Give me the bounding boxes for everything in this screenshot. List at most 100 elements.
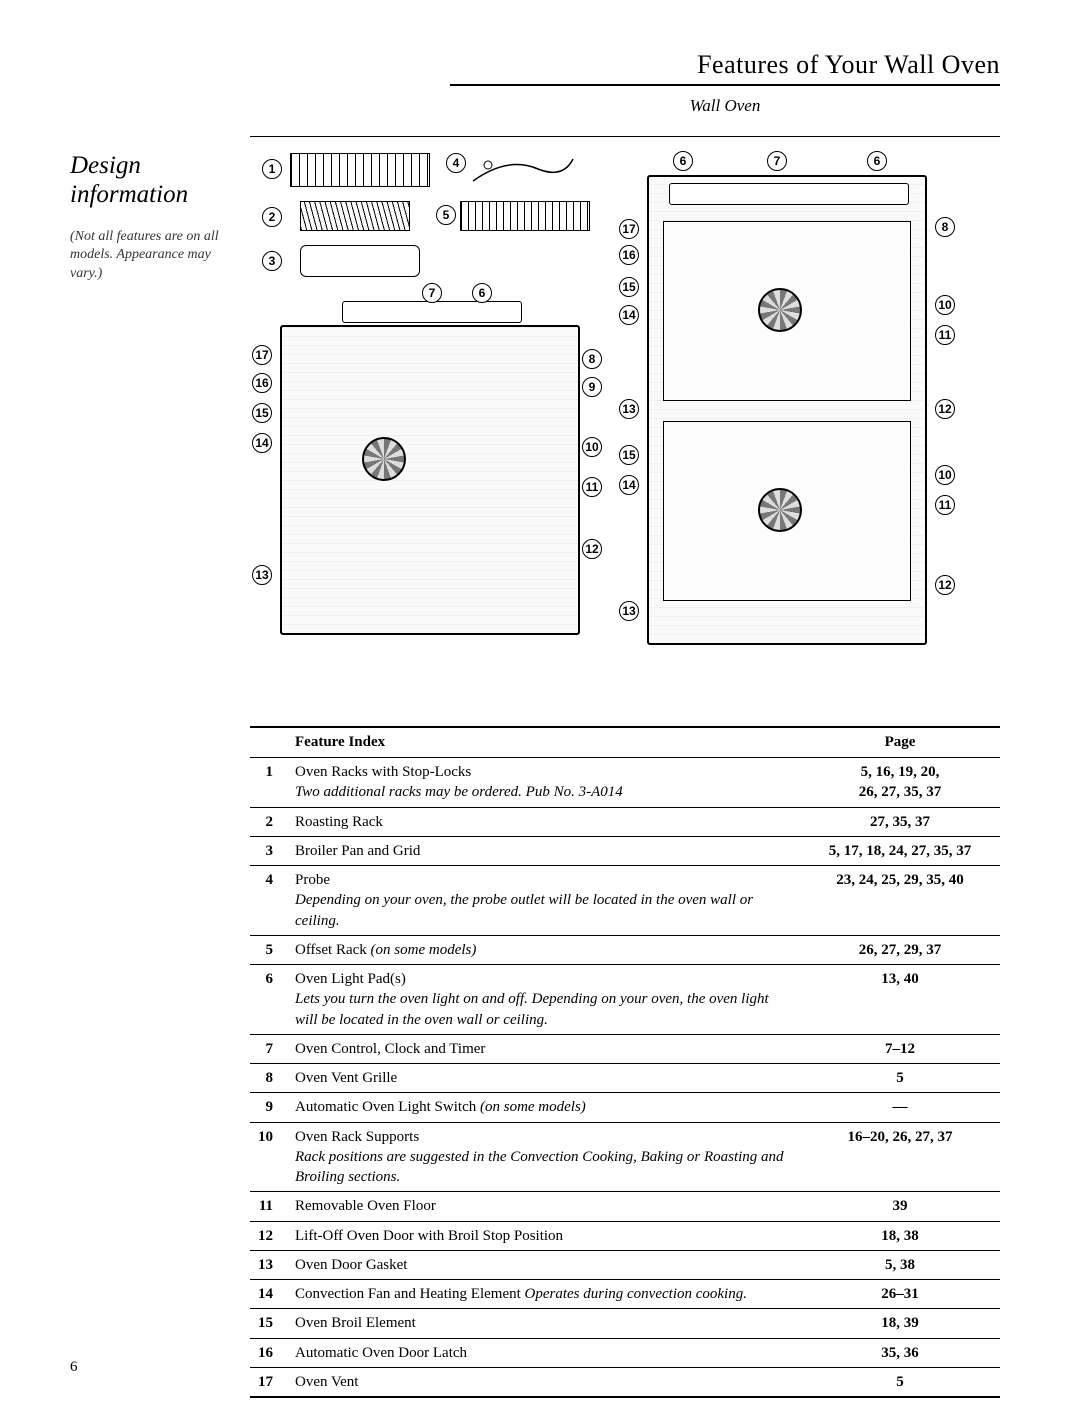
feature-number: 4 — [250, 866, 287, 936]
table-row: 7Oven Control, Clock and Timer7–12 — [250, 1034, 1000, 1063]
offset-rack-illustration — [460, 201, 590, 231]
feature-description: Probe Depending on your oven, the probe … — [287, 866, 800, 936]
feature-number: 6 — [250, 965, 287, 1035]
feature-description: Oven Racks with Stop-Locks Two additiona… — [287, 758, 800, 808]
feature-description: Removable Oven Floor — [287, 1192, 800, 1221]
callout-6: 6 — [867, 151, 887, 171]
feature-number: 16 — [250, 1338, 287, 1367]
probe-illustration — [468, 151, 578, 189]
table-row: 5Offset Rack (on some models)26, 27, 29,… — [250, 935, 1000, 964]
feature-page: 5 — [800, 1064, 1000, 1093]
upper-cavity — [663, 221, 911, 401]
feature-page: 5, 16, 19, 20,26, 27, 35, 37 — [800, 758, 1000, 808]
feature-note: Lets you turn the oven light on and off.… — [295, 991, 769, 1027]
feature-number: 8 — [250, 1064, 287, 1093]
table-row: 16Automatic Oven Door Latch35, 36 — [250, 1338, 1000, 1367]
feature-note: (on some models) — [480, 1099, 586, 1115]
table-row: 4Probe Depending on your oven, the probe… — [250, 866, 1000, 936]
left-column: Design information (Not all features are… — [70, 136, 220, 666]
convection-fan-icon — [758, 288, 802, 332]
callout-17: 17 — [252, 345, 272, 365]
feature-page: 5, 17, 18, 24, 27, 35, 37 — [800, 836, 1000, 865]
feature-number: 17 — [250, 1367, 287, 1397]
double-oven-body — [647, 175, 927, 645]
feature-description: Convection Fan and Heating Element Opera… — [287, 1280, 800, 1309]
table-row: 11Removable Oven Floor39 — [250, 1192, 1000, 1221]
table-header-row: Feature Index Page — [250, 727, 1000, 758]
callout-3: 3 — [262, 251, 282, 271]
feature-number: 3 — [250, 836, 287, 865]
callout-11: 11 — [582, 477, 602, 497]
feature-number: 12 — [250, 1221, 287, 1250]
feature-description: Automatic Oven Light Switch (on some mod… — [287, 1093, 800, 1122]
callout-9: 9 — [582, 377, 602, 397]
section-note: (Not all features are on all models. App… — [70, 228, 220, 285]
convection-fan-icon — [362, 437, 406, 481]
feature-page: 5, 38 — [800, 1250, 1000, 1279]
feature-index-table: Feature Index Page 1Oven Racks with Stop… — [250, 726, 1000, 1398]
callout-14: 14 — [619, 475, 639, 495]
feature-page: 35, 36 — [800, 1338, 1000, 1367]
feature-number: 13 — [250, 1250, 287, 1279]
callout-12: 12 — [935, 575, 955, 595]
table-row: 13Oven Door Gasket5, 38 — [250, 1250, 1000, 1279]
feature-description: Oven Light Pad(s) Lets you turn the oven… — [287, 965, 800, 1035]
callout-5: 5 — [436, 205, 456, 225]
callout-11: 11 — [935, 325, 955, 345]
feature-description: Oven Control, Clock and Timer — [287, 1034, 800, 1063]
callout-2: 2 — [262, 207, 282, 227]
callout-10: 10 — [582, 437, 602, 457]
feature-page: 7–12 — [800, 1034, 1000, 1063]
feature-description: Oven Vent Grille — [287, 1064, 800, 1093]
table-row: 8Oven Vent Grille5 — [250, 1064, 1000, 1093]
feature-note: Rack positions are suggested in the Conv… — [295, 1149, 784, 1185]
page-title: Features of Your Wall Oven — [70, 50, 1000, 80]
callout-14: 14 — [252, 433, 272, 453]
lower-cavity — [663, 421, 911, 601]
table-row: 1Oven Racks with Stop-Locks Two addition… — [250, 758, 1000, 808]
feature-description: Offset Rack (on some models) — [287, 935, 800, 964]
callout-14: 14 — [619, 305, 639, 325]
page-number: 6 — [70, 1359, 78, 1376]
feature-description: Oven Vent — [287, 1367, 800, 1397]
single-oven-diagram: 1 2 3 4 5 7 6 17 16 15 — [250, 145, 613, 665]
callout-10: 10 — [935, 465, 955, 485]
diagram-area: 1 2 3 4 5 7 6 17 16 15 — [250, 136, 1000, 666]
feature-index-table-wrap: Feature Index Page 1Oven Racks with Stop… — [250, 726, 1000, 1398]
callout-13: 13 — [619, 399, 639, 419]
feature-number: 9 — [250, 1093, 287, 1122]
page-header: Features of Your Wall Oven Wall Oven — [70, 50, 1000, 116]
feature-note: Depending on your oven, the probe outlet… — [295, 892, 753, 928]
feature-note: Operates during convection cooking. — [525, 1286, 747, 1302]
feature-number: 10 — [250, 1122, 287, 1192]
callout-4: 4 — [446, 153, 466, 173]
callout-11: 11 — [935, 495, 955, 515]
feature-number: 5 — [250, 935, 287, 964]
feature-page: 23, 24, 25, 29, 35, 40 — [800, 866, 1000, 936]
content-row: Design information (Not all features are… — [70, 136, 1000, 666]
page-subtitle: Wall Oven — [450, 96, 1000, 116]
callout-13: 13 — [619, 601, 639, 621]
feature-page: 18, 39 — [800, 1309, 1000, 1338]
header-rule — [450, 84, 1000, 86]
table-row: 17Oven Vent5 — [250, 1367, 1000, 1397]
feature-description: Lift-Off Oven Door with Broil Stop Posit… — [287, 1221, 800, 1250]
callout-15: 15 — [252, 403, 272, 423]
callout-16: 16 — [619, 245, 639, 265]
feature-description: Oven Broil Element — [287, 1309, 800, 1338]
feature-number: 7 — [250, 1034, 287, 1063]
callout-15: 15 — [619, 277, 639, 297]
table-row: 6Oven Light Pad(s) Lets you turn the ove… — [250, 965, 1000, 1035]
section-title: Design information — [70, 152, 220, 210]
single-oven-body: 7 6 — [280, 325, 580, 635]
table-row: 3Broiler Pan and Grid5, 17, 18, 24, 27, … — [250, 836, 1000, 865]
callout-1: 1 — [262, 159, 282, 179]
feature-page: 16–20, 26, 27, 37 — [800, 1122, 1000, 1192]
feature-page: 39 — [800, 1192, 1000, 1221]
feature-page: 18, 38 — [800, 1221, 1000, 1250]
convection-fan-icon — [758, 488, 802, 532]
callout-6: 6 — [673, 151, 693, 171]
table-row: 14Convection Fan and Heating Element Ope… — [250, 1280, 1000, 1309]
feature-number: 15 — [250, 1309, 287, 1338]
feature-description: Broiler Pan and Grid — [287, 836, 800, 865]
